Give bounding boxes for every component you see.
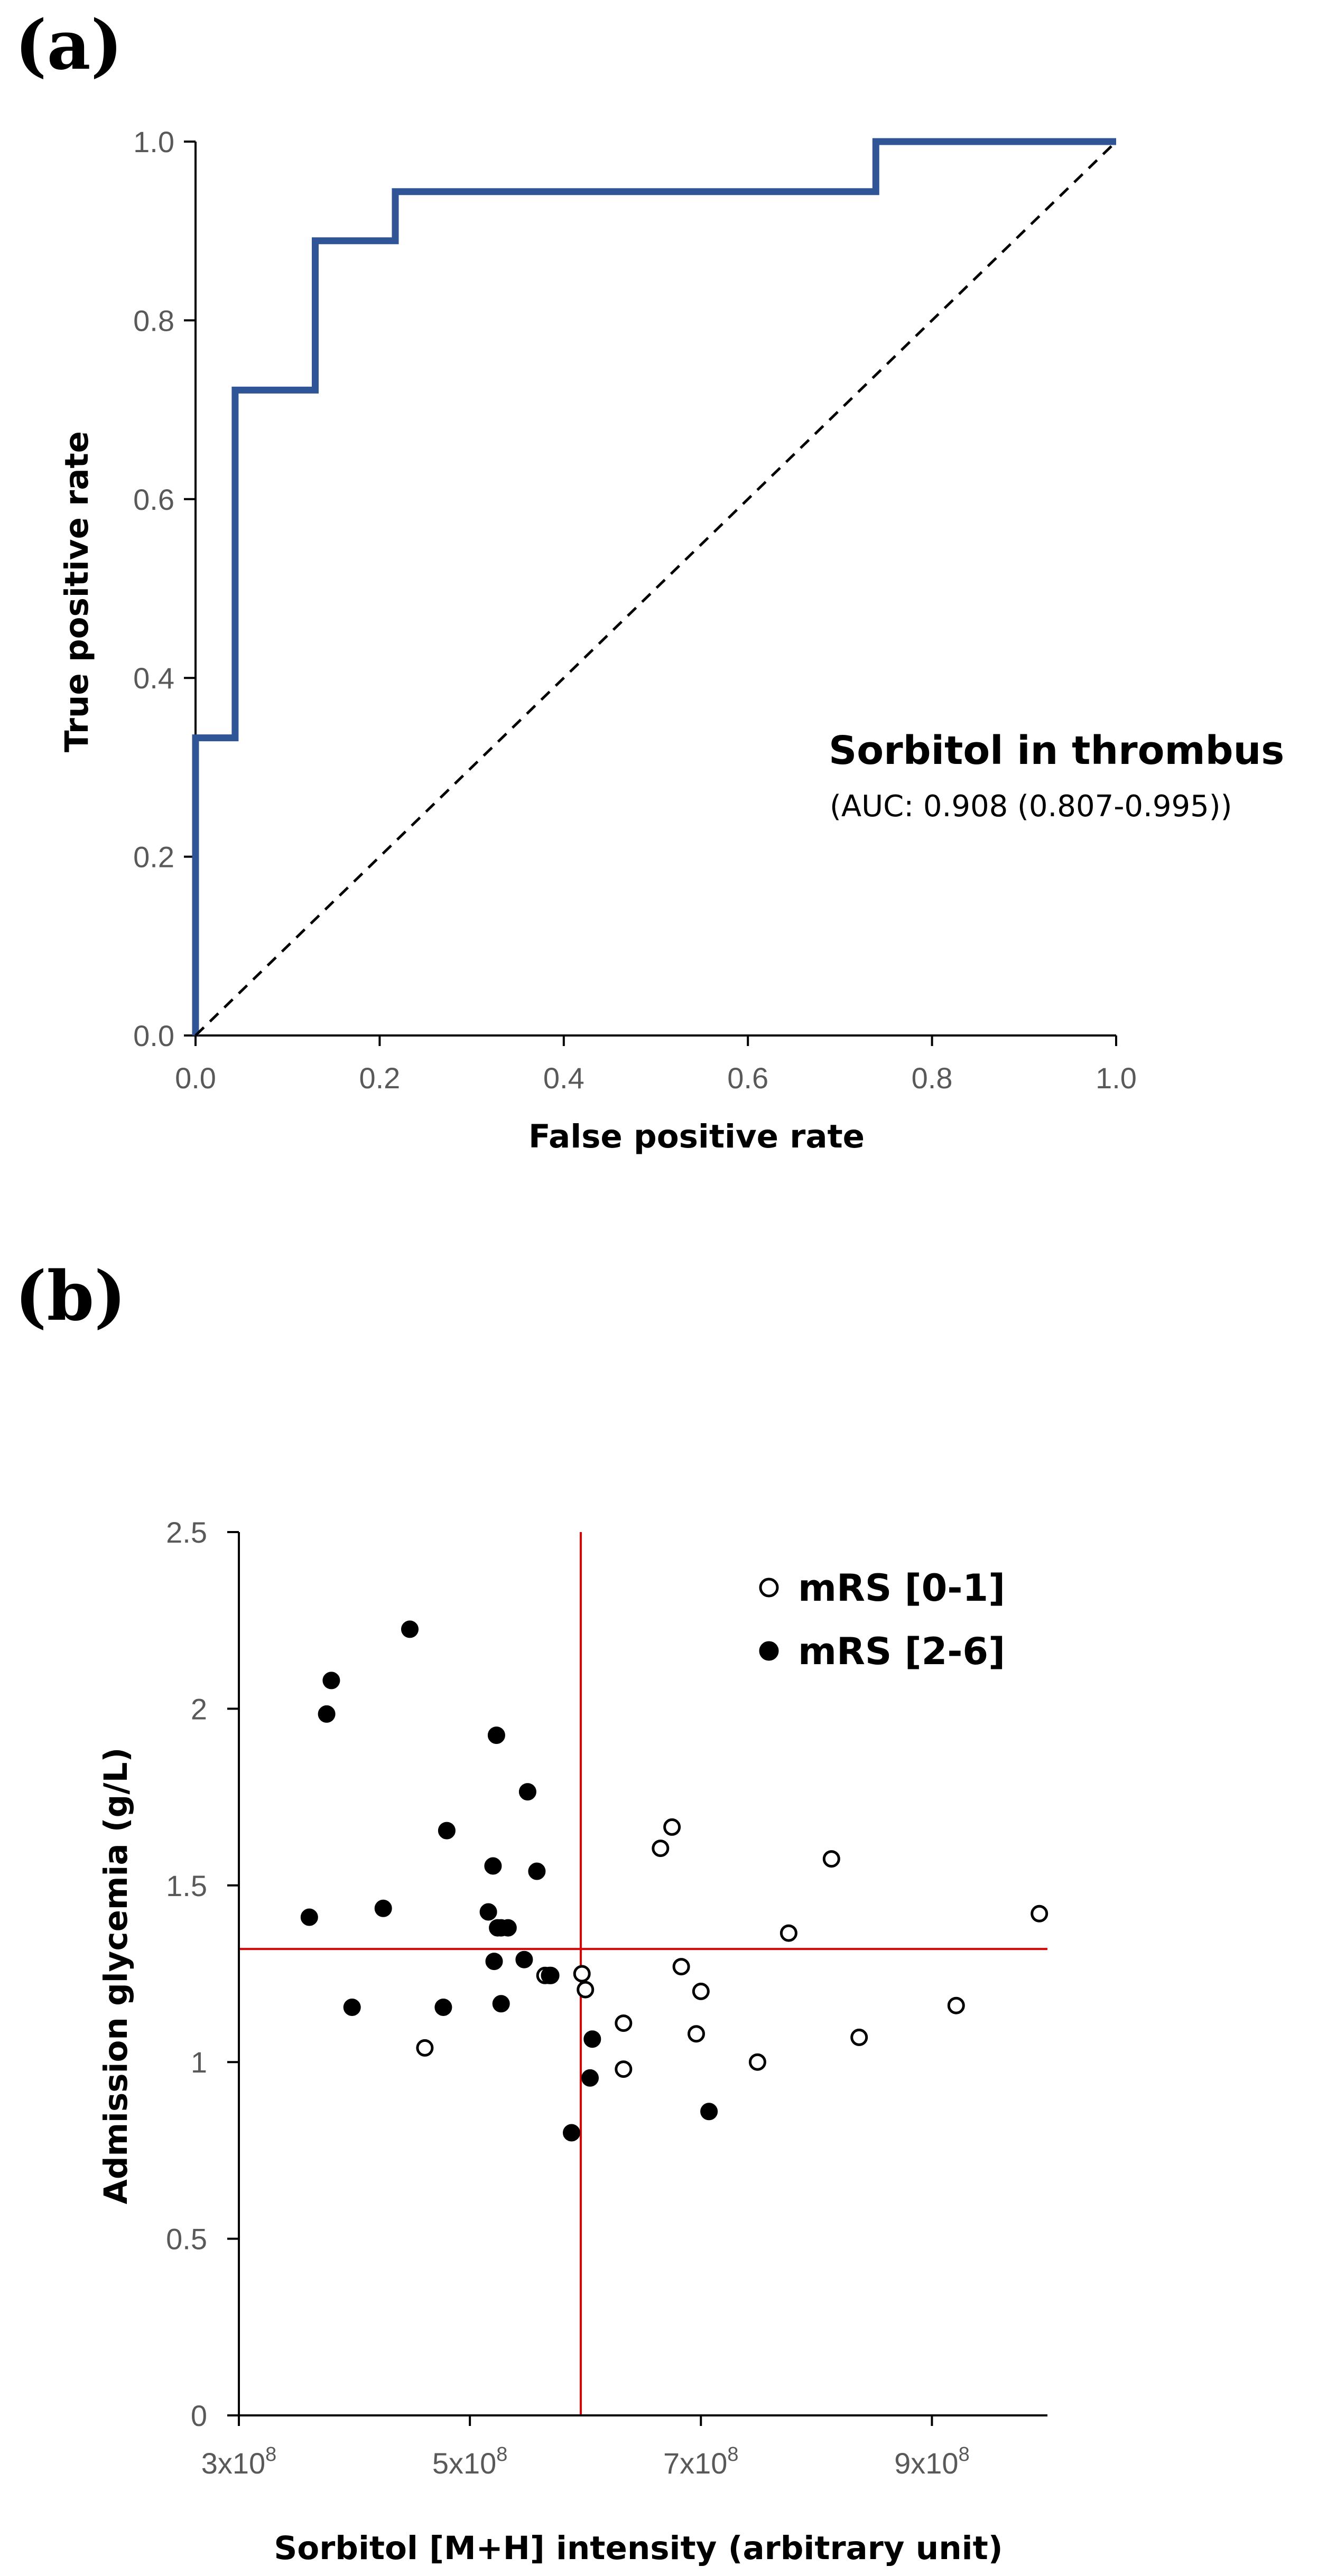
point-mrs-2-6: [343, 1999, 361, 2016]
scatter-y-tick-label: 1.5: [166, 1869, 207, 1902]
scatter-y-axis-title: Admission glycemia (g/L): [97, 1748, 135, 2205]
roc-y-tick-label: 1.0: [133, 125, 174, 158]
roc-x-tick-label: 1.0: [1096, 1061, 1137, 1095]
point-mrs-0-1: [1031, 1905, 1048, 1922]
point-mrs-2-6: [479, 1903, 497, 1921]
point-mrs-2-6: [581, 2069, 599, 2087]
point-mrs-2-6: [563, 2124, 580, 2142]
scatter-y-tick-label: 0: [191, 2399, 207, 2432]
roc-curve: [192, 138, 1116, 1035]
scatter-axes: [238, 1532, 1047, 2416]
roc-y-tick-label: 0.0: [133, 1019, 174, 1052]
point-mrs-0-1: [947, 1996, 965, 2014]
roc-x-tick-label: 0.8: [912, 1061, 953, 1095]
legend-series-2-label: mRS [2-6]: [798, 1630, 1005, 1673]
roc-x-tick-label: 0.0: [175, 1061, 216, 1095]
roc-y-tick-label: 0.6: [133, 483, 174, 516]
point-mrs-0-1: [663, 1818, 681, 1836]
point-mrs-0-1: [822, 1850, 840, 1868]
point-mrs-0-1: [748, 2053, 766, 2071]
point-mrs-0-1: [850, 2028, 868, 2046]
point-mrs-2-6: [492, 1995, 510, 2013]
scatter-y-tick-label: 2.5: [166, 1516, 207, 1549]
roc-x-tick-label: 0.4: [543, 1061, 584, 1095]
roc-series: [192, 138, 1117, 1037]
roc-y-tick-label: 0.8: [133, 304, 174, 337]
scatter-y-tick-label: 2: [191, 1692, 207, 1725]
point-mrs-0-1: [780, 1924, 797, 1942]
scatter-x-tick-label: 5x108: [432, 2443, 508, 2480]
point-mrs-2-6: [484, 1857, 502, 1875]
panel-label-b: (b): [15, 1257, 126, 1336]
scatter-y-tick-label: 0.5: [166, 2223, 207, 2256]
point-mrs-2-6: [583, 2030, 601, 2048]
scatter-chart: 0 0.5 1 1.5 2 2.5 3x108 5x108 7x108 9x108 mRS [0-…: [97, 1516, 1048, 2567]
point-mrs-0-1: [672, 1958, 690, 1976]
point-mrs-2-6: [322, 1672, 340, 1690]
roc-y-tick-label: 0.2: [133, 841, 174, 874]
point-mrs-2-6: [401, 1620, 419, 1638]
legend-series-1-label: mRS [0-1]: [798, 1566, 1005, 1610]
roc-annotation-title: Sorbitol in thrombus: [829, 728, 1284, 773]
point-mrs-2-6: [528, 1862, 546, 1880]
scatter-x-tick-label: 9x108: [894, 2443, 970, 2480]
point-mrs-2-6: [485, 1953, 503, 1971]
point-mrs-2-6: [487, 1726, 505, 1744]
scatter-points: [300, 1620, 1048, 2142]
point-mrs-2-6: [434, 1999, 452, 2016]
point-mrs-0-1: [615, 2060, 633, 2078]
point-mrs-0-1: [615, 2014, 633, 2032]
point-mrs-2-6: [542, 1966, 560, 1984]
point-mrs-2-6: [518, 1783, 536, 1801]
scatter-x-axis-title: Sorbitol [M+H] intensity (arbitrary unit…: [274, 2530, 1003, 2567]
point-mrs-2-6: [374, 1899, 392, 1917]
roc-x-tick-label: 0.6: [727, 1061, 768, 1095]
roc-chance-line: [194, 141, 1117, 1037]
point-mrs-0-1: [688, 2025, 705, 2043]
panel-label-a: (a): [15, 6, 123, 85]
roc-ticks: 0.0 0.2 0.4 0.6 0.8 1.0 0.0 0.2 0.4 0.6 0.8 1.0: [133, 125, 1137, 1095]
point-mrs-0-1: [416, 2039, 434, 2057]
roc-x-tick-label: 0.2: [359, 1061, 400, 1095]
legend-filled-circle-marker: [759, 1641, 779, 1661]
point-mrs-0-1: [652, 1840, 670, 1858]
point-mrs-0-1: [692, 1982, 710, 2000]
point-mrs-2-6: [318, 1705, 336, 1723]
roc-y-tick-label: 0.4: [133, 661, 174, 695]
point-mrs-0-1: [573, 1965, 591, 1983]
point-mrs-2-6: [700, 2103, 718, 2121]
scatter-x-tick-label: 3x108: [201, 2443, 277, 2480]
point-mrs-2-6: [515, 1950, 533, 1968]
roc-x-axis-title: False positive rate: [528, 1118, 865, 1155]
roc-annotation-subtitle: (AUC: 0.908 (0.807-0.995)): [830, 789, 1232, 824]
point-mrs-2-6: [499, 1919, 517, 1937]
point-mrs-2-6: [300, 1908, 318, 1926]
roc-y-axis-title: True positive rate: [58, 431, 96, 752]
scatter-x-tick-label: 7x108: [663, 2443, 739, 2480]
roc-chart: 0.0 0.2 0.4 0.6 0.8 1.0 0.0 0.2 0.4 0.6 0.8 1.0 Fal…: [58, 125, 1284, 1155]
scatter-y-tick-label: 1: [191, 2046, 207, 2079]
scatter-ticks: 0 0.5 1 1.5 2 2.5 3x108 5x108 7x108 9x108: [166, 1516, 970, 2480]
legend-open-circle-marker: [759, 1578, 779, 1598]
scatter-legend: mRS [0-1] mRS [2-6]: [759, 1566, 1005, 1673]
point-mrs-0-1: [577, 1981, 595, 1999]
point-mrs-2-6: [438, 1822, 456, 1840]
